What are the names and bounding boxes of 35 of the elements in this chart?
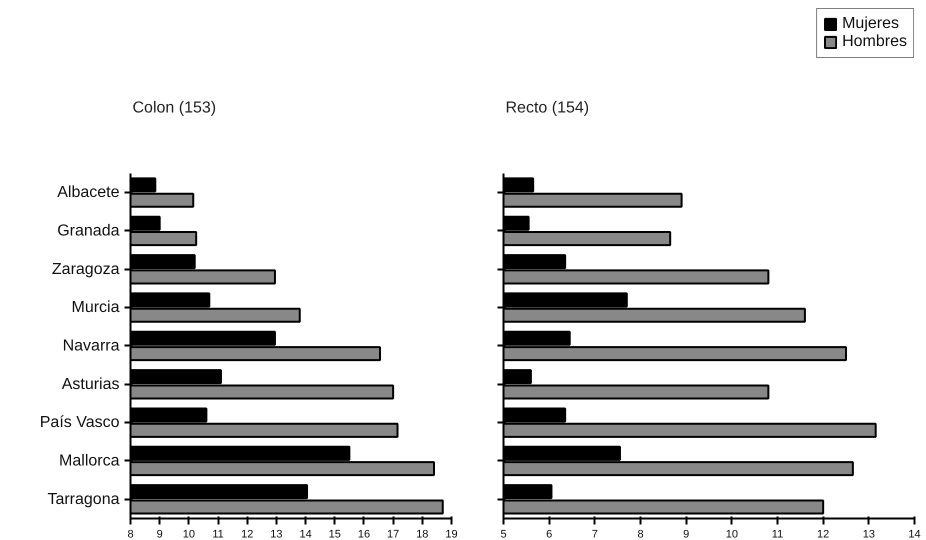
x-tick-label: 8 bbox=[127, 528, 134, 540]
x-tick-label: 16 bbox=[358, 528, 370, 540]
y-tick-label: Granada bbox=[57, 222, 120, 240]
x-tick-label: 9 bbox=[156, 528, 163, 540]
x-tick-label: 8 bbox=[637, 528, 644, 540]
x-tick-label: 10 bbox=[726, 528, 738, 540]
x-tick-label: 17 bbox=[387, 528, 400, 540]
x-tick-label: 5 bbox=[500, 528, 507, 540]
x-tick-label: 13 bbox=[270, 528, 283, 540]
y-tick-label: Zaragoza bbox=[52, 260, 120, 278]
x-tick-label: 9 bbox=[683, 528, 690, 540]
y-tick-label: País Vasco bbox=[40, 414, 120, 432]
x-tick-label: 12 bbox=[241, 528, 254, 540]
x-tick-label: 14 bbox=[908, 528, 921, 540]
x-tick-label: 11 bbox=[772, 528, 784, 540]
y-tick-label: Albacete bbox=[57, 184, 120, 202]
y-tick-label: Tarragona bbox=[47, 490, 120, 508]
x-tick-label: 19 bbox=[445, 528, 458, 540]
x-tick-label: 18 bbox=[416, 528, 428, 540]
x-tick-label: 13 bbox=[862, 528, 875, 540]
x-tick-label: 11 bbox=[212, 528, 224, 540]
x-tick-label: 10 bbox=[182, 528, 195, 540]
x-tick-label: 6 bbox=[546, 528, 552, 540]
x-tick-label: 14 bbox=[299, 528, 312, 540]
y-tick-label: Navarra bbox=[62, 337, 120, 354]
legend-label: Mujeres bbox=[842, 15, 899, 33]
chart-title: Recto (154) bbox=[506, 100, 590, 117]
y-tick-label: Asturias bbox=[62, 376, 120, 393]
x-tick-label: 15 bbox=[328, 528, 341, 540]
y-tick-label: Mallorca bbox=[59, 452, 120, 470]
x-tick-label: 12 bbox=[817, 528, 830, 540]
y-tick-label: Murcia bbox=[71, 299, 120, 316]
x-tick-label: 7 bbox=[592, 528, 598, 540]
legend-label: Hombres bbox=[842, 33, 907, 51]
chart-title: Colon (153) bbox=[132, 100, 216, 117]
